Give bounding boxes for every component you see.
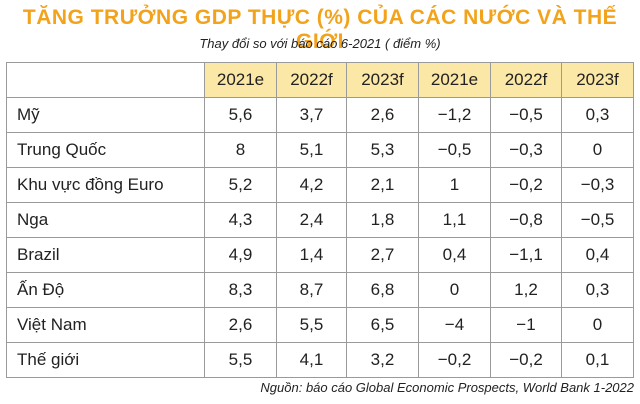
value-cell: 8,7 [276,272,347,308]
table-row: Nga 4,3 2,4 1,8 1,1 −0,8 −0,5 [6,202,634,238]
row-label: Trung Quốc [6,132,205,168]
row-label: Ấn Độ [6,272,205,308]
value-cell: 8 [204,132,277,168]
value-cell: 5,6 [204,97,277,133]
value-cell: 4,9 [204,237,277,273]
value-cell: 4,2 [276,167,347,203]
value-cell: 6,8 [346,272,419,308]
value-cell: −4 [418,307,491,343]
value-cell: 0 [418,272,491,308]
table-row: Brazil 4,9 1,4 2,7 0,4 −1,1 0,4 [6,237,634,273]
value-cell: 0 [561,132,634,168]
value-cell: −0,3 [490,132,562,168]
value-cell: 3,7 [276,97,347,133]
gdp-table: 2021e 2022f 2023f 2021e 2022f 2023f Mỹ 5,… [6,62,634,378]
value-cell: 4,1 [276,342,347,378]
row-label: Việt Nam [6,307,205,343]
value-cell: 2,6 [204,307,277,343]
value-cell: 5,3 [346,132,419,168]
value-cell: 5,2 [204,167,277,203]
column-header: 2021e [418,62,491,98]
value-cell: 0 [561,307,634,343]
value-cell: 3,2 [346,342,419,378]
row-label: Nga [6,202,205,238]
source-note: Nguồn: báo cáo Global Economic Prospects… [260,380,634,395]
value-cell: −1 [490,307,562,343]
chart-title: TĂNG TRƯỞNG GDP THỰC (%) CỦA CÁC NƯỚC VÀ… [22,6,618,53]
header-corner-cell [6,62,205,98]
value-cell: 2,4 [276,202,347,238]
table-row: Trung Quốc 8 5,1 5,3 −0,5 −0,3 0 [6,132,634,168]
value-cell: 2,6 [346,97,419,133]
value-cell: 0,4 [418,237,491,273]
value-cell: −0,5 [561,202,634,238]
value-cell: 4,3 [204,202,277,238]
value-cell: 1,1 [418,202,491,238]
table-row: Mỹ 5,6 3,7 2,6 −1,2 −0,5 0,3 [6,97,634,133]
value-cell: 5,5 [276,307,347,343]
value-cell: 0,4 [561,237,634,273]
table-row: Thế giới 5,5 4,1 3,2 −0,2 −0,2 0,1 [6,342,634,378]
value-cell: 0,3 [561,272,634,308]
value-cell: −0,2 [490,342,562,378]
table-row: Ấn Độ 8,3 8,7 6,8 0 1,2 0,3 [6,272,634,308]
value-cell: 1,4 [276,237,347,273]
value-cell: 2,7 [346,237,419,273]
value-cell: 8,3 [204,272,277,308]
value-cell: 5,1 [276,132,347,168]
column-header: 2022f [276,62,347,98]
value-cell: −0,2 [490,167,562,203]
table-row: Khu vực đồng Euro 5,2 4,2 2,1 1 −0,2 −0,3 [6,167,634,203]
value-cell: −1,1 [490,237,562,273]
value-cell: 6,5 [346,307,419,343]
row-label: Thế giới [6,342,205,378]
value-cell: −0,5 [418,132,491,168]
value-cell: −1,2 [418,97,491,133]
row-label: Khu vực đồng Euro [6,167,205,203]
row-label: Mỹ [6,97,205,133]
value-cell: 0,1 [561,342,634,378]
row-label: Brazil [6,237,205,273]
value-cell: 2,1 [346,167,419,203]
value-cell: −0,2 [418,342,491,378]
table-row: Việt Nam 2,6 5,5 6,5 −4 −1 0 [6,307,634,343]
chart-subtitle: Thay đổi so với báo cáo 6-2021 ( điểm %) [199,36,441,51]
value-cell: −0,8 [490,202,562,238]
column-header: 2022f [490,62,562,98]
value-cell: 5,5 [204,342,277,378]
column-header: 2023f [346,62,419,98]
value-cell: 0,3 [561,97,634,133]
value-cell: 1,2 [490,272,562,308]
value-cell: −0,3 [561,167,634,203]
value-cell: 1,8 [346,202,419,238]
header-row: 2021e 2022f 2023f 2021e 2022f 2023f [6,62,634,98]
column-header: 2023f [561,62,634,98]
column-header: 2021e [204,62,277,98]
value-cell: 1 [418,167,491,203]
value-cell: −0,5 [490,97,562,133]
